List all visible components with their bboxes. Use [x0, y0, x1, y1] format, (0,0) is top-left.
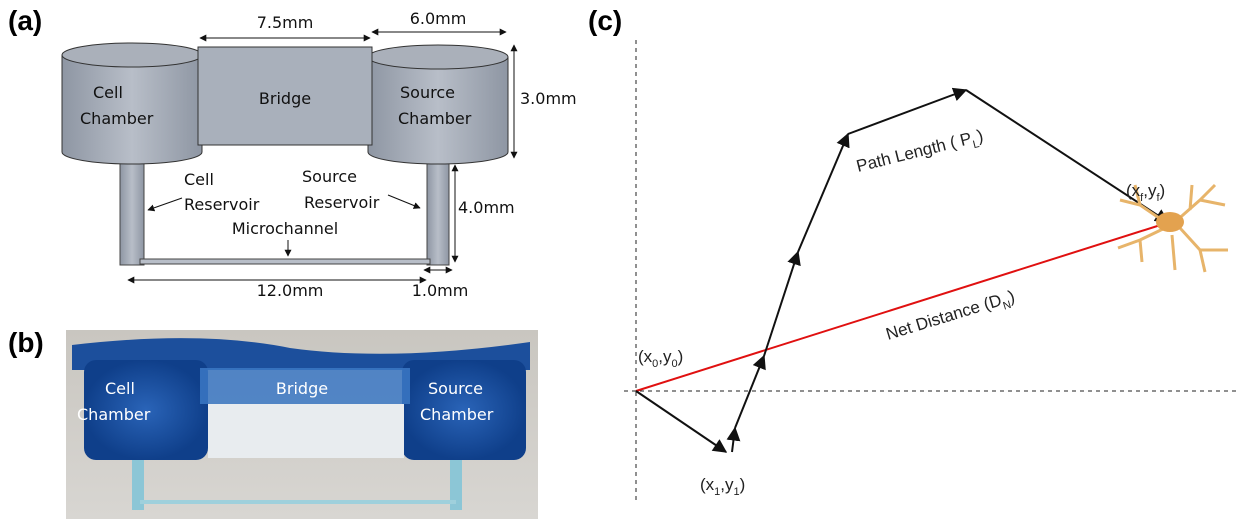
dimension-label: 6.0mm: [410, 9, 467, 28]
label: Chamber: [398, 109, 472, 128]
label: Reservoir: [184, 195, 260, 214]
label: Chamber: [420, 405, 494, 424]
dimension-label: 1.0mm: [412, 281, 469, 300]
reservoir: [120, 155, 144, 265]
text-part: (x: [1126, 181, 1141, 200]
neuron-body: [1156, 212, 1184, 232]
text-part: ): [740, 475, 746, 494]
photo-gap: [208, 404, 404, 458]
net-distance-label: Net Distance (DN): [884, 287, 1018, 348]
net-distance-line: [636, 222, 1170, 391]
path-length-label: Path Length ( PL): [854, 126, 986, 180]
point-label: (x1,y1): [700, 475, 745, 498]
label: Bridge: [259, 89, 311, 108]
panel-label: (c): [588, 5, 622, 36]
figure: (a) Cell Chamber Bridge Source Chamber 7…: [0, 0, 1240, 519]
photo-channel: [140, 500, 456, 504]
label: Chamber: [80, 109, 154, 128]
label: Source: [302, 167, 357, 186]
label: Source: [400, 83, 455, 102]
text-part: ,y: [658, 347, 672, 366]
label: Cell: [93, 83, 123, 102]
chamber-top: [62, 43, 202, 67]
dimension-label: 4.0mm: [458, 198, 515, 217]
text-part: Path Length ( P: [854, 129, 973, 176]
text-part: ,y: [720, 475, 734, 494]
label: Bridge: [276, 379, 328, 398]
text-part: ): [1160, 181, 1166, 200]
label: Reservoir: [304, 193, 380, 212]
text-part: Net Distance (D: [884, 291, 1004, 344]
microchannel: [140, 259, 430, 264]
panel-label: (b): [8, 327, 44, 358]
text-part: ,y: [1143, 181, 1157, 200]
panel-label: (a): [8, 5, 42, 36]
text-part: (x: [700, 475, 715, 494]
point-label: (x0,y0): [638, 347, 683, 370]
label: Cell: [184, 170, 214, 189]
dimension-label: 3.0mm: [520, 89, 577, 108]
label: Cell: [105, 379, 135, 398]
reservoir: [427, 155, 449, 265]
label: Source: [428, 379, 483, 398]
text-part: (x: [638, 347, 653, 366]
point-label: (xf,yf): [1126, 181, 1165, 204]
pointer: [388, 195, 420, 208]
path: [636, 90, 1168, 452]
label: Chamber: [77, 405, 151, 424]
chamber-top: [368, 45, 508, 69]
text-part: ): [678, 347, 684, 366]
label: Microchannel: [232, 219, 338, 238]
panel-a: (a) Cell Chamber Bridge Source Chamber 7…: [8, 5, 577, 300]
dimension-label: 12.0mm: [257, 281, 324, 300]
dimension-label: 7.5mm: [257, 13, 314, 32]
panel-b: (b) Cell Chamber Bridge Source Chamber: [8, 327, 538, 519]
pointer: [148, 198, 182, 210]
panel-c: (c) (x0,y0) (x1,y1) (xf,yf) Path Length …: [588, 5, 1240, 500]
